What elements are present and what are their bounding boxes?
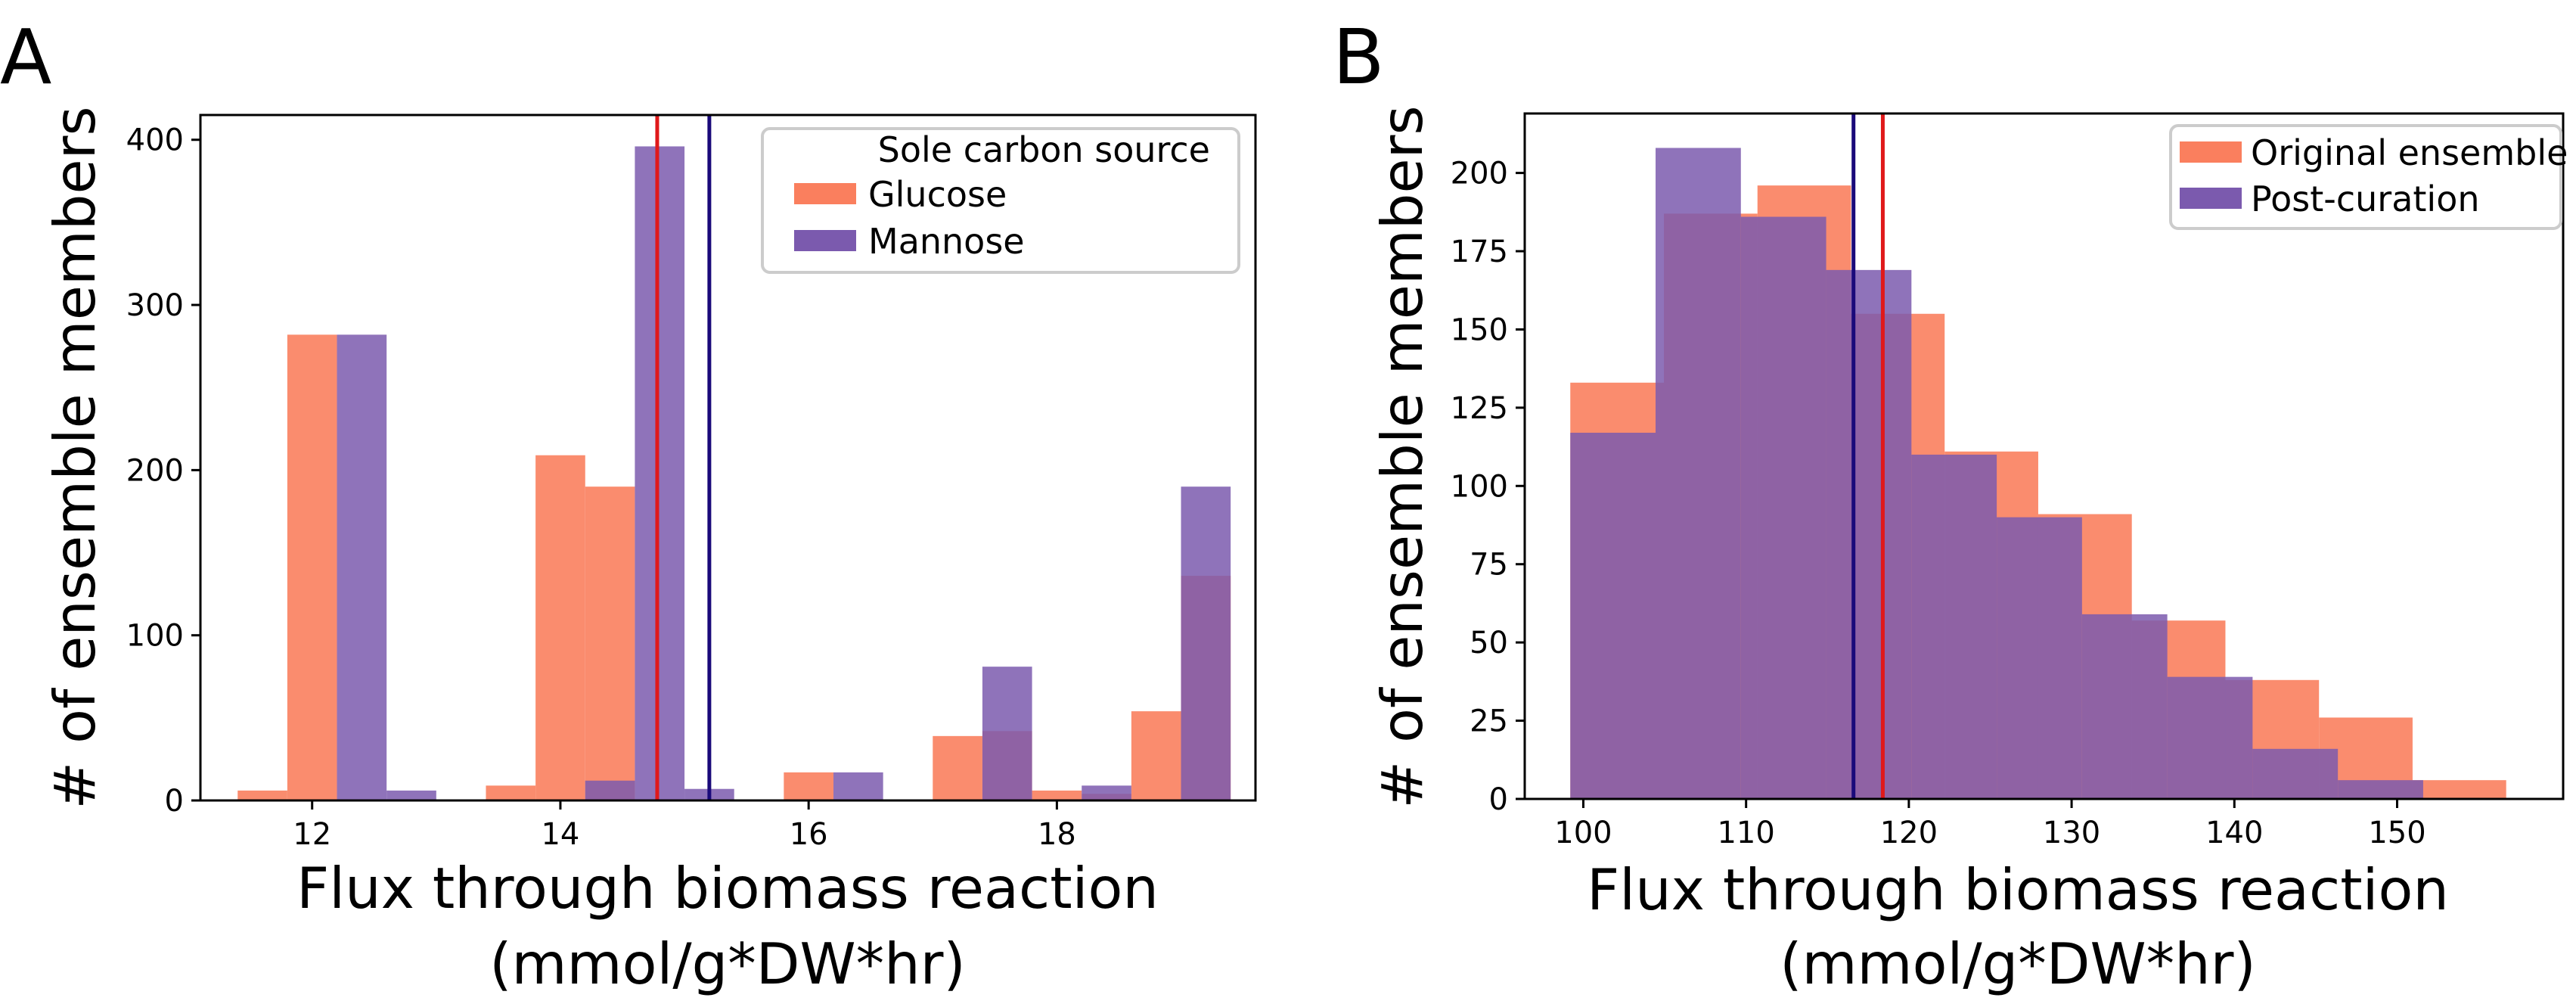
legend-box <box>2169 124 2562 230</box>
y-tick-label: 50 <box>1470 626 1508 660</box>
legend-swatch-original <box>2180 141 2242 163</box>
histogram-bar <box>1570 432 1656 799</box>
x-tick-label: 12 <box>293 817 331 852</box>
x-ticks: 100 110 120 130 140 150 <box>1554 799 2426 850</box>
histogram-bar <box>486 785 536 800</box>
y-tick-label: 0 <box>165 784 184 819</box>
histogram-bar <box>237 790 287 800</box>
y-tick-label: 100 <box>126 619 184 654</box>
y-axis-label: # of ensemble members <box>1369 105 1435 808</box>
y-tick-label: 25 <box>1470 704 1508 739</box>
histogram-bar <box>2081 614 2168 799</box>
y-tick-label: 300 <box>126 288 184 323</box>
legend-swatch-glucose <box>794 183 856 204</box>
reference-lines <box>1851 113 1885 799</box>
histogram-bar <box>287 334 337 800</box>
bars <box>237 146 1231 801</box>
plot-frame <box>1523 112 2565 800</box>
legend-title: Sole carbon source <box>878 129 1210 170</box>
x-axis-units: (mmol/g*DW*hr) <box>1780 931 2256 997</box>
histogram-bar <box>1911 454 1997 799</box>
histogram-bar <box>1997 517 2082 799</box>
x-axis-label: Flux through biomass reaction <box>1587 856 2449 923</box>
histogram-bar <box>1826 269 1912 799</box>
legend-label-mannose: Mannose <box>868 221 1025 262</box>
y-tick-label: 100 <box>1451 469 1508 504</box>
histogram-bar <box>386 790 436 800</box>
legend: Original ensemble Post-curation <box>2169 124 2568 230</box>
legend-swatch-mannose <box>794 230 856 251</box>
x-tick-label: 120 <box>1880 816 1938 850</box>
y-tick-label: 0 <box>1489 782 1508 817</box>
legend-label-post-curation: Post-curation <box>2251 179 2480 219</box>
y-axis-label: # of ensemble members <box>42 106 108 809</box>
legend-box <box>761 127 1240 274</box>
reference-lines <box>655 115 712 800</box>
histogram-bar <box>635 146 685 801</box>
histogram-bar <box>784 772 833 800</box>
panel-label: A <box>0 13 51 101</box>
histogram-bar <box>1656 148 1741 800</box>
legend-label-original: Original ensemble <box>2251 132 2568 173</box>
legend: Sole carbon source Glucose Mannose <box>761 127 1240 274</box>
histogram-bar <box>982 667 1032 800</box>
y-tick-label: 75 <box>1470 548 1508 583</box>
histogram-bar <box>833 772 883 800</box>
histogram-bar <box>2167 676 2253 799</box>
x-tick-label: 100 <box>1554 816 1612 850</box>
legend-label-glucose: Glucose <box>868 174 1007 215</box>
histogram-bar <box>1740 216 1826 800</box>
x-tick-label: 110 <box>1717 816 1774 850</box>
y-tick-label: 175 <box>1451 235 1508 269</box>
x-ticks: 12 14 16 18 <box>293 800 1076 852</box>
histogram-bar <box>1032 790 1082 800</box>
histogram-bar <box>2338 780 2423 799</box>
x-tick-label: 16 <box>790 817 828 852</box>
x-tick-label: 140 <box>2205 816 2263 850</box>
bars <box>1570 148 2506 800</box>
histogram-bar <box>1131 711 1181 800</box>
y-tick-label: 400 <box>126 123 184 158</box>
y-tick-label: 125 <box>1451 391 1508 426</box>
histogram-bar <box>585 780 635 800</box>
x-tick-label: 130 <box>2043 816 2100 850</box>
histogram-bar <box>535 455 585 800</box>
panel-b: B 100 110 120 130 140 150 0 25 50 75 100 125 150 175… <box>1333 13 2568 997</box>
x-tick-label: 14 <box>541 817 579 852</box>
x-tick-label: 150 <box>2368 816 2425 850</box>
x-axis-units: (mmol/g*DW*hr) <box>489 931 966 997</box>
histogram-bar <box>585 486 635 800</box>
histogram-bar <box>337 334 387 800</box>
histogram-bar <box>1181 486 1231 800</box>
histogram-bar <box>2252 748 2339 799</box>
y-tick-label: 200 <box>126 453 184 488</box>
panel-label: B <box>1333 13 1385 101</box>
y-ticks: 0 100 200 300 400 <box>126 123 200 819</box>
x-tick-label: 18 <box>1038 817 1076 852</box>
legend-swatch-post-curation <box>2180 188 2242 209</box>
y-tick-label: 150 <box>1451 312 1508 347</box>
histogram-bar <box>1082 785 1131 800</box>
plot-frame <box>199 113 1257 802</box>
y-tick-label: 200 <box>1451 157 1508 191</box>
x-axis-label: Flux through biomass reaction <box>296 855 1159 922</box>
histogram-bar <box>2412 780 2506 799</box>
histogram-bar <box>933 735 982 800</box>
panel-a: A 12 14 16 18 0 100 200 300 400 # of ensemble m… <box>0 13 1257 997</box>
y-ticks: 0 25 50 75 100 125 150 175 200 <box>1451 157 1525 817</box>
